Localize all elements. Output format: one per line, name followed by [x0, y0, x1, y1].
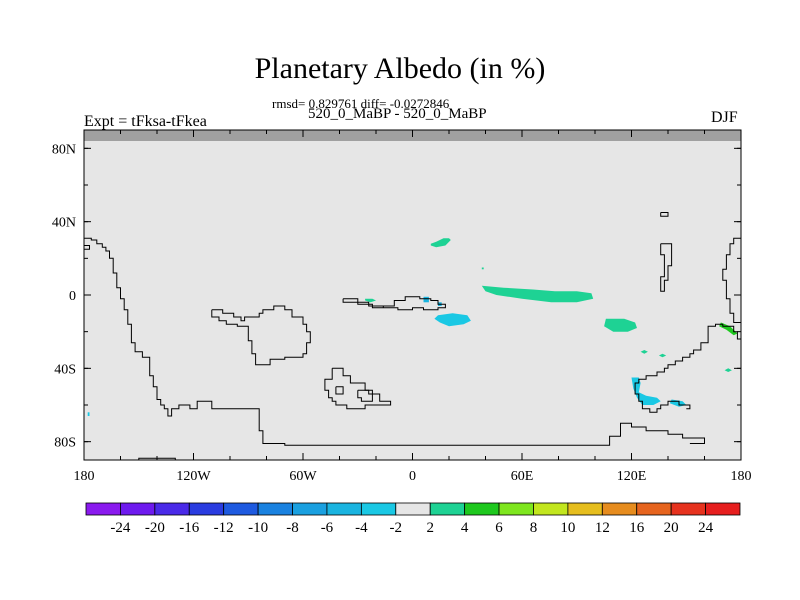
colorbar-label: 8	[530, 520, 538, 536]
x-tick-label: 120W	[176, 469, 211, 484]
x-tick-label: 60E	[511, 469, 534, 484]
colorbar-label: 24	[698, 520, 714, 536]
anomaly-region	[423, 296, 429, 303]
anomaly-region	[724, 368, 732, 372]
anomaly-region	[430, 238, 451, 248]
anomaly-region	[658, 353, 667, 358]
anomaly-region	[481, 267, 484, 270]
coastline	[722, 237, 741, 323]
coastline	[335, 386, 344, 395]
chart-title: Planetary Albedo (in %)	[254, 52, 546, 85]
coastline	[84, 237, 705, 446]
colorbar-label: 4	[461, 520, 469, 536]
coastline	[342, 296, 446, 311]
colorbar-label: -16	[179, 520, 199, 536]
colorbar-label: -24	[110, 520, 130, 536]
x-tick-label: 180	[731, 469, 752, 484]
colorbar-label: -4	[355, 520, 368, 536]
anomaly-region	[87, 412, 90, 416]
colorbar-swatch	[533, 502, 569, 516]
anomaly-region	[604, 318, 637, 332]
experiment-subtitle: 520_0_MaBP - 520_0_MaBP	[308, 106, 487, 122]
x-tick-label: 180	[74, 469, 95, 484]
coastline	[357, 389, 373, 402]
x-tick-label: 120E	[617, 469, 647, 484]
experiment-label: Expt = tFksa-tFkea	[84, 113, 207, 130]
coastline	[634, 323, 741, 413]
colorbar-swatch	[705, 502, 741, 516]
coastline	[324, 367, 392, 410]
coastline	[211, 305, 311, 366]
colorbar-label: 12	[595, 520, 610, 536]
anomaly-region	[481, 285, 594, 303]
colorbar-swatch	[636, 502, 672, 516]
colorbar-label: -8	[286, 520, 299, 536]
coastline	[660, 243, 673, 292]
colorbar-label: 10	[560, 520, 575, 536]
colorbar-swatch	[498, 502, 534, 516]
anomaly-region	[434, 313, 471, 327]
colorbar-swatch	[188, 502, 225, 516]
coastline	[660, 212, 669, 217]
rmsd-diff-stats: rmsd= 0.829761 diff= -0.0272846	[272, 96, 450, 111]
y-tick-label: 0	[69, 289, 76, 304]
colorbar-swatch	[567, 502, 603, 516]
map-background-fill	[84, 130, 741, 460]
colorbar-swatch	[326, 502, 362, 516]
colorbar-swatch	[601, 502, 638, 516]
colorbar-swatch	[429, 502, 466, 516]
colorbar-swatch	[154, 502, 190, 516]
colorbar-swatch	[670, 502, 706, 516]
anomaly-region	[640, 350, 648, 354]
colorbar-label: -20	[145, 520, 165, 536]
anomaly-region	[365, 298, 376, 303]
y-tick-label: 40N	[52, 216, 76, 231]
colorbar-label: 2	[426, 520, 434, 536]
y-tick-label: 40S	[54, 362, 76, 377]
colorbar-label: 16	[629, 520, 645, 536]
colorbar-swatch	[85, 502, 121, 516]
colorbar-swatch	[120, 502, 156, 516]
coastline	[84, 245, 90, 250]
colorbar-label: -6	[321, 520, 334, 536]
colorbar-swatch	[395, 502, 431, 516]
colorbar-label: -10	[248, 520, 268, 536]
x-tick-label: 60W	[289, 469, 317, 484]
colorbar-swatch	[360, 502, 397, 516]
x-axis: 180 120W 60W 0 60E 120E 180	[74, 130, 752, 484]
colorbar-swatch	[464, 502, 500, 516]
y-tick-label: 80N	[52, 142, 76, 157]
colorbar: -24 -20 -16 -12 -10 -8 -6 -4 -2 2 4 6 8 10 12 16 20 24	[85, 502, 741, 536]
y-axis: 80N 40N 0 40S 80S	[52, 142, 741, 451]
x-tick-label: 0	[409, 469, 416, 484]
colorbar-swatch	[223, 502, 259, 516]
colorbar-label: -12	[214, 520, 234, 536]
y-tick-label: 80S	[54, 436, 76, 451]
season-label: DJF	[711, 109, 738, 126]
colorbar-label: 20	[664, 520, 679, 536]
colorbar-label: -2	[390, 520, 403, 536]
colorbar-swatch	[292, 502, 328, 516]
colorbar-label: 6	[495, 520, 503, 536]
map-background	[84, 130, 741, 460]
colorbar-swatch	[257, 502, 293, 516]
